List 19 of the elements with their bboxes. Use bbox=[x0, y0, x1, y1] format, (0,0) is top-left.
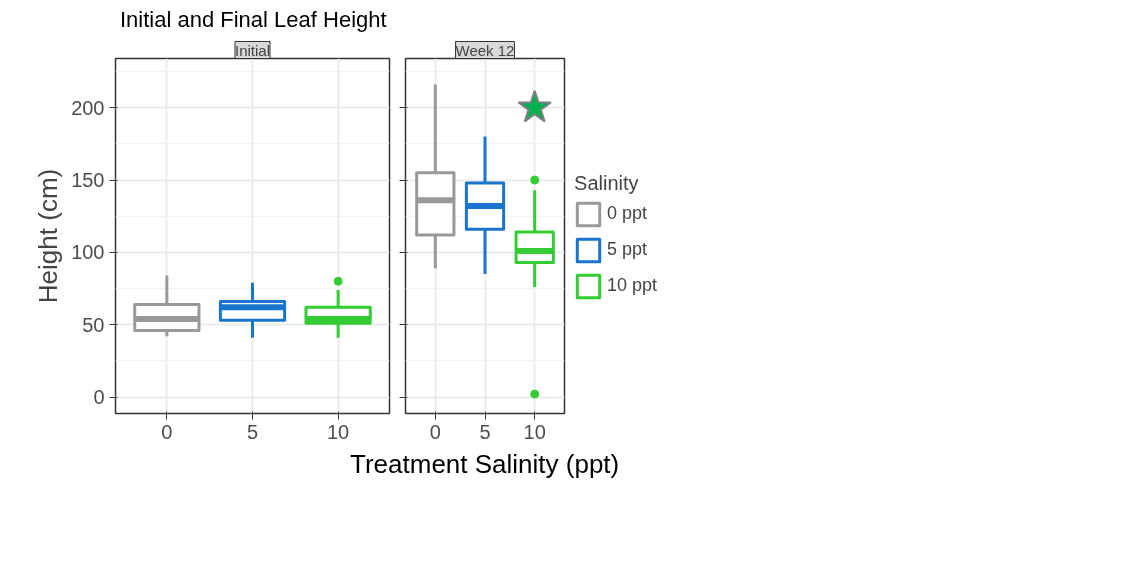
x-tick-label: 10 bbox=[327, 420, 350, 443]
chart-title: Initial and Final Leaf Height bbox=[120, 6, 387, 34]
x-tick-label: 5 bbox=[479, 420, 491, 443]
legend-title: Salinity bbox=[574, 171, 640, 195]
x-tick-label: 5 bbox=[246, 420, 259, 443]
y-tick-label: 0 bbox=[93, 386, 105, 409]
x-tick-label: 0 bbox=[161, 420, 173, 443]
chart-subtitle: Initial bbox=[234, 41, 271, 59]
legend-label: 10 ppt bbox=[607, 275, 658, 296]
y-tick-label: 50 bbox=[82, 313, 105, 336]
legend-label: 5 ppt bbox=[607, 239, 648, 260]
x-axis-title: Treatment Salinity (ppt) bbox=[350, 448, 620, 481]
y-tick-label: 200 bbox=[71, 96, 105, 119]
legend-label: 0 ppt bbox=[607, 203, 648, 224]
y-tick-label: 150 bbox=[71, 169, 105, 192]
y-axis-title: Height (cm) bbox=[33, 168, 64, 304]
x-tick-label: 10 bbox=[523, 420, 546, 443]
y-tick-label: 100 bbox=[71, 241, 105, 264]
x-tick-label: 0 bbox=[429, 420, 441, 443]
